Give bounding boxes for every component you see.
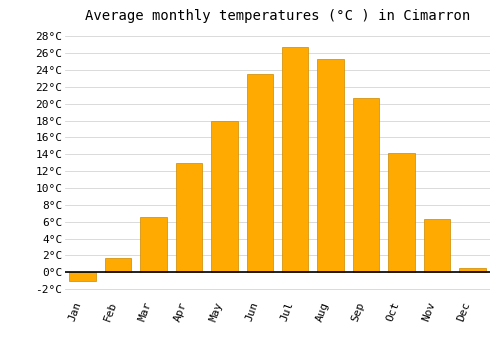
- Bar: [353, 98, 380, 272]
- Bar: [459, 268, 485, 272]
- Bar: [246, 74, 273, 272]
- Bar: [70, 272, 96, 281]
- Bar: [424, 219, 450, 272]
- Bar: [105, 258, 132, 272]
- Bar: [318, 59, 344, 272]
- Title: Average monthly temperatures (°C ) in Cimarron: Average monthly temperatures (°C ) in Ci…: [85, 9, 470, 23]
- Bar: [176, 163, 202, 272]
- Bar: [211, 121, 238, 272]
- Bar: [140, 217, 167, 272]
- Bar: [282, 47, 308, 272]
- Bar: [388, 153, 414, 272]
